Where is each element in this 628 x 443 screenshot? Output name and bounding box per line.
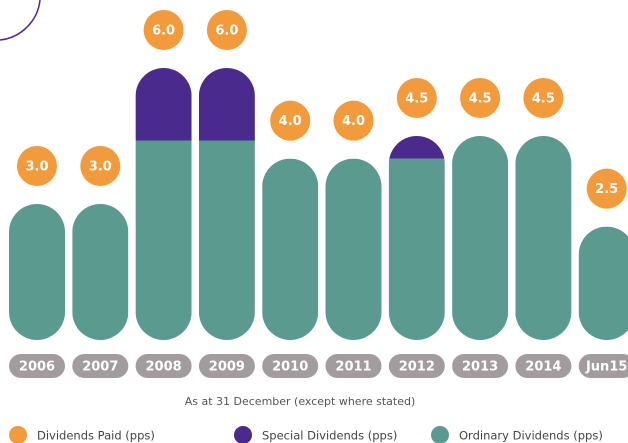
category-pill: [452, 354, 509, 378]
x-tick-label: 2013: [462, 360, 498, 375]
dividend-paid-marker: [460, 78, 501, 118]
legend-label: Dividends Paid (pps): [37, 429, 155, 443]
data-label: 2.5: [595, 182, 618, 197]
special-segment: [135, 68, 192, 141]
bar: [515, 136, 572, 340]
ordinary-segment: [578, 226, 628, 340]
data-label: 4.5: [469, 92, 492, 107]
dividend-paid-marker: [143, 10, 184, 50]
data-label: 4.5: [532, 92, 555, 107]
bar: [578, 226, 628, 340]
x-tick-label: 2012: [399, 360, 435, 375]
category-pill: [388, 354, 445, 378]
x-tick-label: 2007: [82, 360, 118, 375]
data-label: 4.5: [405, 92, 428, 107]
category-pill: [198, 354, 255, 378]
ordinary-segment: [198, 140, 255, 340]
legend-label: Special Dividends (pps): [262, 429, 397, 443]
x-tick-label: 2014: [525, 360, 561, 375]
x-tick-label: 2008: [146, 360, 182, 375]
bar: [135, 68, 192, 340]
data-label: 4.0: [342, 114, 365, 129]
special-segment: [388, 136, 445, 159]
ordinary-segment: [452, 136, 509, 340]
x-tick-label: 2011: [335, 360, 371, 375]
data-label: 6.0: [215, 24, 238, 39]
bar: [262, 158, 319, 340]
category-pill: [515, 354, 572, 378]
category-pill: [578, 354, 628, 378]
data-label: 4.0: [279, 114, 302, 129]
category-pill: [262, 354, 319, 378]
dividend-paid-marker: [396, 78, 437, 118]
data-label: 3.0: [25, 160, 48, 175]
bar: [198, 68, 255, 340]
dividend-paid-marker: [586, 168, 627, 209]
dividend-paid-marker: [270, 100, 311, 141]
x-tick-label: Jun15: [585, 360, 627, 375]
legend-swatch: [431, 426, 449, 443]
dividend-paid-marker: [206, 10, 247, 50]
legend-swatch: [234, 426, 252, 443]
special-segment: [198, 68, 255, 141]
ordinary-segment: [325, 158, 382, 340]
ordinary-segment: [72, 204, 129, 340]
ordinary-segment: [262, 158, 319, 340]
x-tick-label: 2009: [209, 360, 245, 375]
ordinary-segment: [135, 140, 192, 340]
data-label: 3.0: [89, 160, 112, 175]
bar: [325, 158, 382, 340]
category-pill: [325, 354, 382, 378]
ordinary-segment: [9, 204, 65, 340]
dividend-paid-marker: [17, 146, 57, 186]
x-tick-label: 2006: [19, 360, 55, 375]
ordinary-segment: [515, 136, 572, 340]
bar: [9, 204, 65, 340]
note: As at 31 December (except where stated): [185, 395, 416, 408]
legend-swatch: [9, 426, 27, 443]
data-label: 6.0: [152, 24, 175, 39]
x-tick-label: 2010: [272, 360, 308, 375]
dividend-paid-marker: [523, 78, 564, 118]
bar: [388, 136, 445, 340]
category-pill: [135, 354, 192, 378]
category-pill: [72, 354, 129, 378]
ordinary-segment: [388, 158, 445, 340]
category-pill: [9, 354, 65, 378]
decorative-arc: [0, 0, 41, 41]
dividend-paid-marker: [80, 146, 121, 186]
bar: [72, 204, 129, 340]
bar: [452, 136, 509, 340]
legend-label: Ordinary Dividends (pps): [459, 429, 603, 443]
dividend-paid-marker: [333, 100, 374, 141]
